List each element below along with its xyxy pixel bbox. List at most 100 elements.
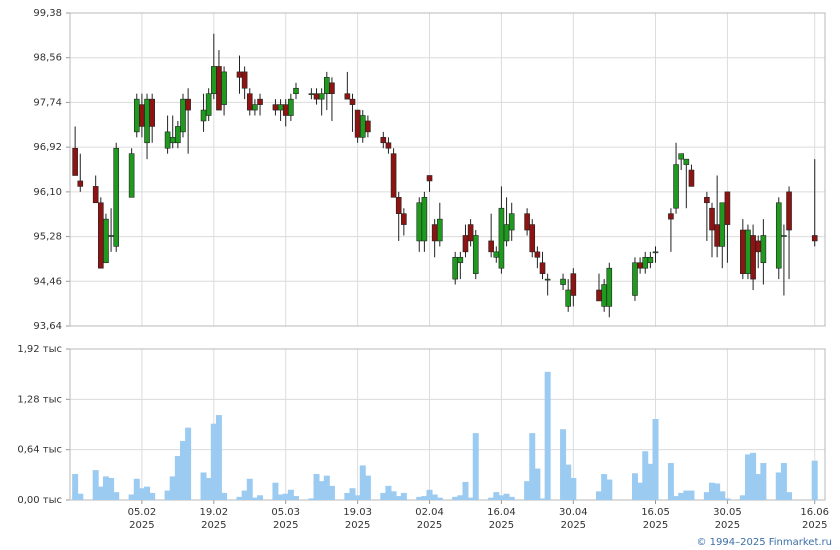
y-tick-label: 96,10: [33, 187, 62, 198]
candle-body: [467, 224, 474, 242]
y-tick-label: 1,92 тыс: [17, 344, 62, 355]
candle-body: [678, 153, 684, 160]
candle-body: [313, 93, 320, 100]
x-tick-label: 16.05: [641, 507, 670, 518]
x-tick-label: 30.04: [559, 507, 588, 518]
volume-bar: [709, 482, 716, 500]
candle-body: [488, 240, 494, 253]
candle-body: [539, 262, 546, 274]
volume-bar: [92, 470, 99, 500]
candle-body: [149, 98, 155, 127]
volume-bar: [755, 474, 762, 500]
volume-bar: [385, 485, 392, 500]
y-tick-label: 1,28 тыс: [17, 394, 62, 405]
volume-bar: [113, 492, 120, 500]
candle-body: [472, 235, 479, 274]
volume-bar: [395, 496, 402, 500]
volume-bar: [688, 490, 695, 500]
volume-bar: [359, 465, 366, 500]
x-tick-year: 2025: [643, 520, 668, 531]
volume-bar: [421, 496, 428, 500]
candle-body: [359, 115, 366, 138]
volume-bar: [724, 498, 731, 500]
candle-body: [421, 197, 428, 242]
candle-body: [560, 278, 566, 285]
candle-body: [175, 126, 181, 144]
x-tick-year: 2025: [129, 520, 154, 531]
candle-body: [98, 202, 104, 269]
volume-bar: [703, 492, 710, 500]
y-tick-label: 93,64: [33, 321, 62, 332]
candle-body: [216, 66, 222, 111]
volume-bar: [169, 476, 176, 500]
volume-bar: [308, 498, 315, 500]
candle-body: [390, 153, 397, 198]
candle-body: [77, 180, 84, 187]
x-tick-label: 02.04: [415, 507, 444, 518]
volume-bar: [683, 490, 690, 500]
candle-body: [457, 256, 464, 264]
candle-body: [529, 224, 536, 253]
candle-body: [544, 278, 551, 281]
candle-body: [709, 207, 715, 231]
volume-bar: [272, 482, 279, 500]
volume-bar: [205, 477, 212, 500]
volume-bar: [488, 497, 495, 500]
candle-body: [719, 202, 726, 247]
volume-bar: [714, 483, 721, 500]
volume-bar: [221, 492, 228, 500]
candle-body: [565, 289, 571, 307]
candle-body: [570, 273, 577, 296]
candle-body: [365, 120, 371, 133]
y-tick-label: 96,92: [33, 142, 62, 153]
candle-body: [169, 137, 176, 144]
volume-bar: [431, 494, 438, 500]
y-tick-label: 99,38: [33, 8, 62, 19]
candle-body: [257, 98, 263, 105]
candle-body: [811, 235, 818, 242]
y-tick-label: 97,74: [33, 97, 62, 108]
x-tick-label: 19.02: [199, 507, 228, 518]
candle-body: [673, 164, 679, 209]
volume-bar: [241, 490, 248, 500]
candle-body: [755, 240, 762, 253]
volume-bar: [750, 452, 757, 500]
candle-body: [508, 213, 515, 231]
x-tick-label: 30.05: [713, 507, 742, 518]
candle-body: [329, 82, 335, 95]
volume-bar: [77, 493, 84, 500]
candle-body: [426, 175, 433, 182]
candle-body: [103, 218, 109, 264]
candle-body: [647, 256, 654, 264]
x-tick-year: 2025: [489, 520, 514, 531]
volume-bar: [277, 494, 284, 500]
candle-body: [401, 213, 407, 225]
volume-bar: [601, 474, 608, 500]
volume-bar: [328, 485, 335, 500]
candle-body: [246, 93, 253, 111]
volume-bar: [462, 481, 469, 500]
volume-bar: [251, 497, 258, 500]
x-tick-label: 05.02: [128, 507, 157, 518]
volume-bar: [452, 496, 459, 500]
candle-body: [288, 98, 294, 116]
candle-body: [462, 235, 469, 253]
volume-bar: [144, 486, 151, 500]
x-tick-year: 2025: [561, 520, 586, 531]
volume-bar: [529, 433, 536, 500]
volume-bar: [323, 475, 330, 500]
candle-body: [637, 262, 643, 269]
candle-body: [221, 71, 227, 105]
volume-bar: [739, 495, 746, 500]
volume-bar: [786, 492, 793, 500]
x-tick-label: 16.06: [800, 507, 829, 518]
volume-bar: [652, 418, 659, 500]
volume-bar: [457, 495, 464, 500]
candle-body: [786, 191, 792, 231]
volume-bar: [179, 441, 186, 500]
candle-body: [272, 104, 279, 111]
volume-bar: [596, 491, 603, 500]
candle-body: [108, 235, 114, 237]
candle-body: [534, 251, 541, 258]
